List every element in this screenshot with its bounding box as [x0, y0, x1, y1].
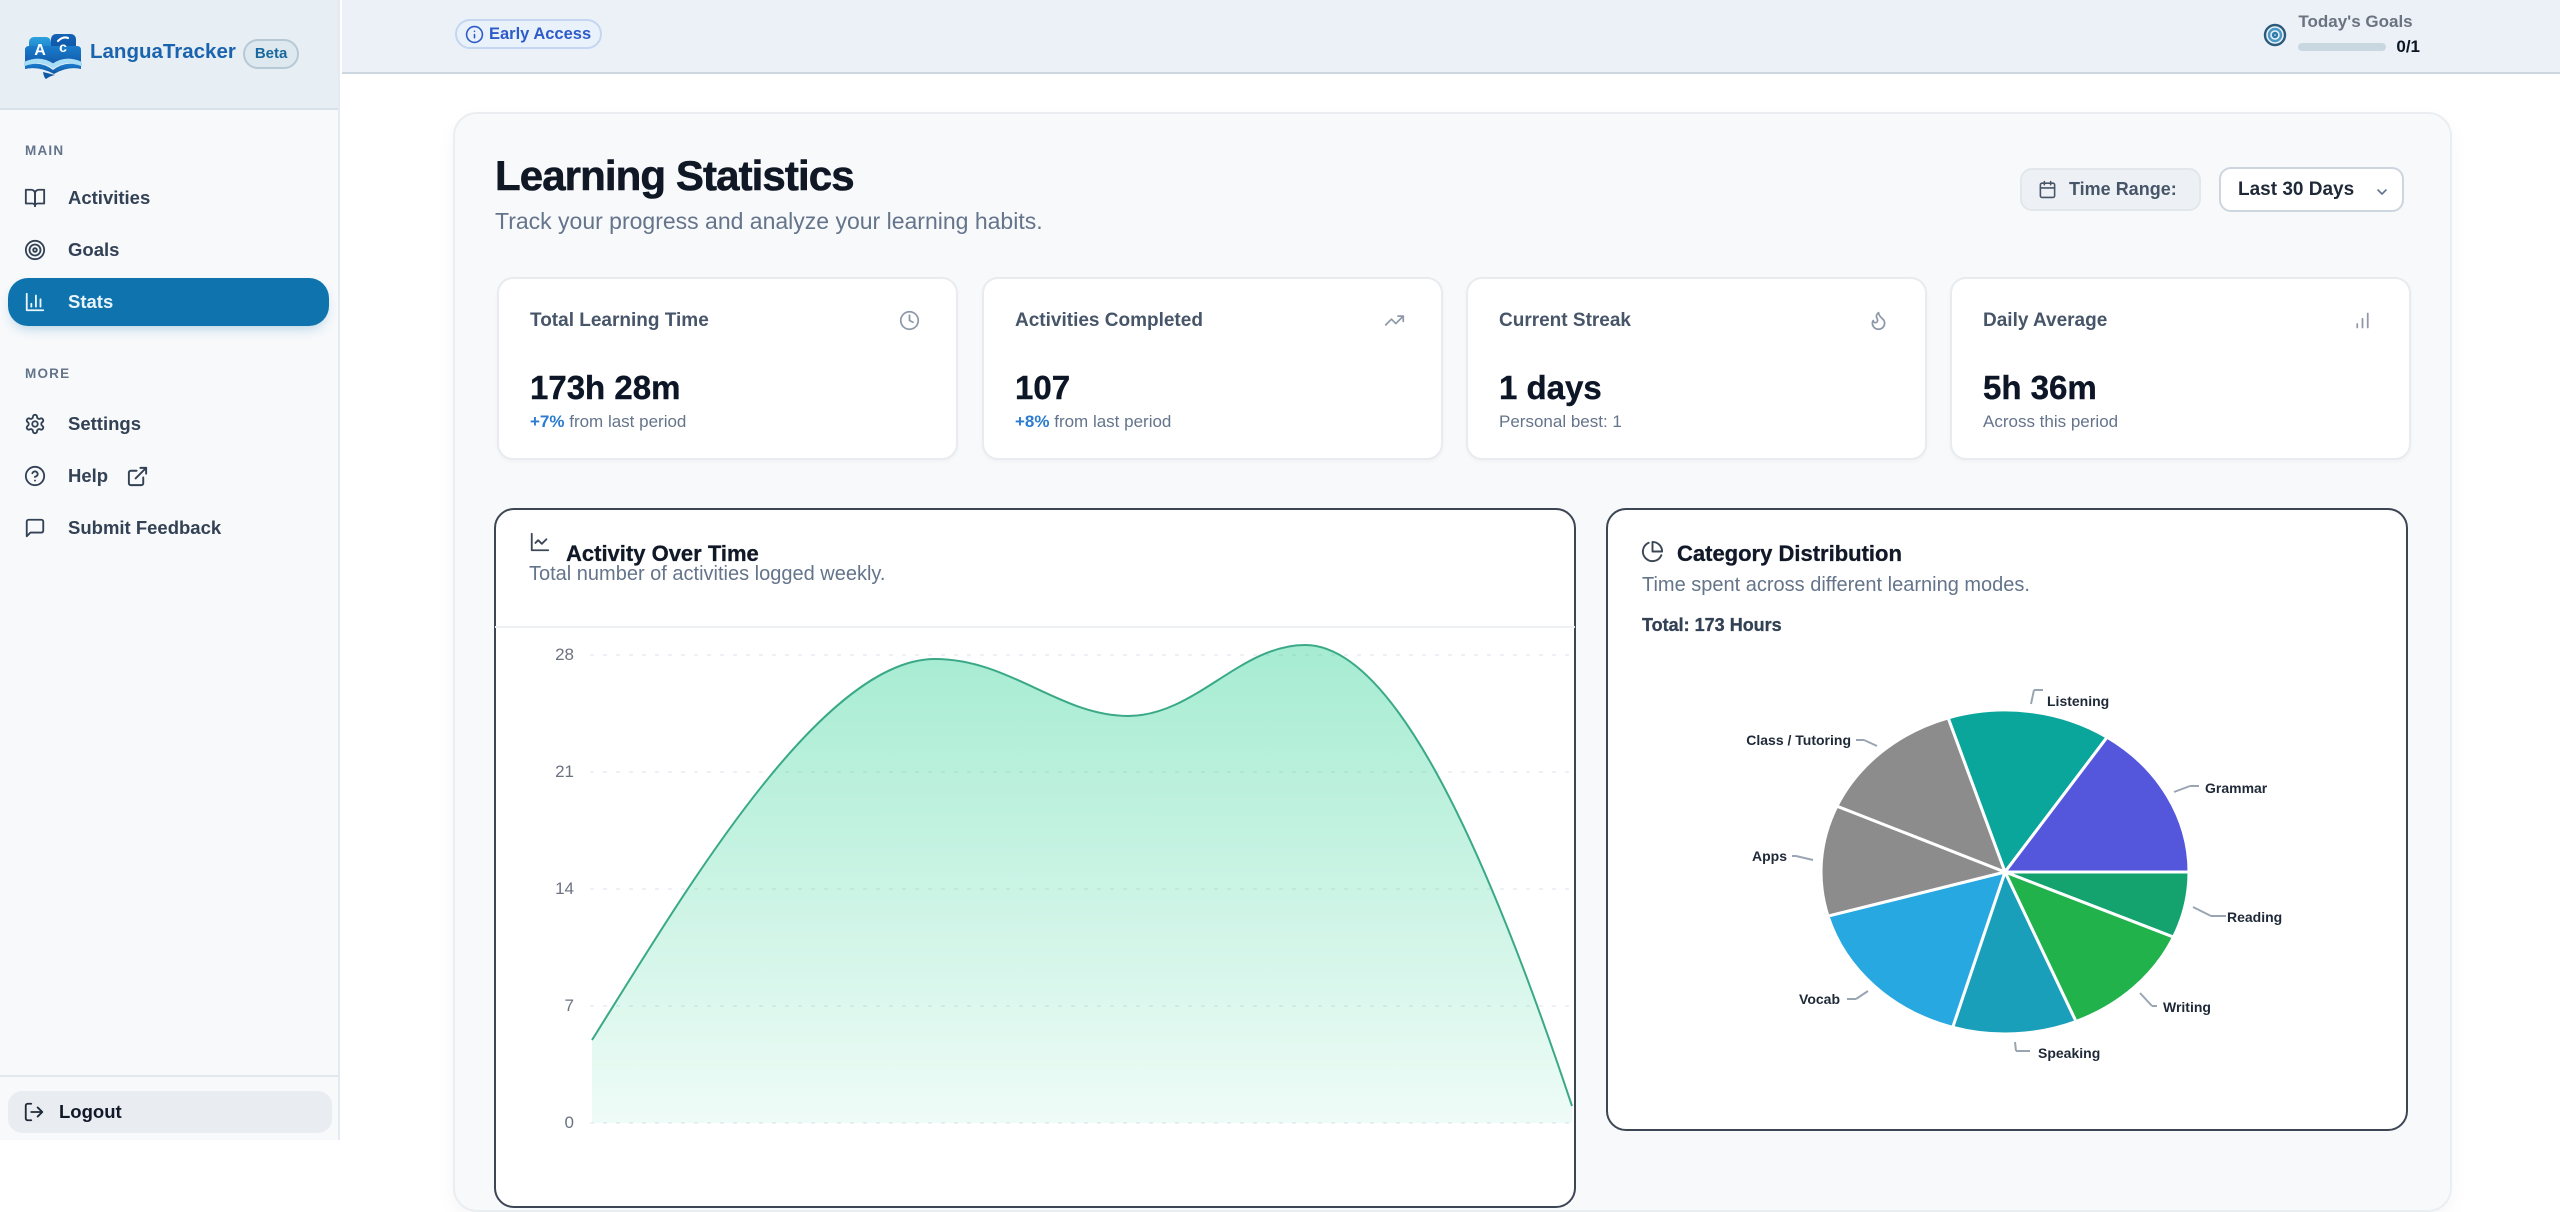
svg-text:A: A: [34, 42, 46, 59]
svg-text:c: c: [59, 39, 67, 55]
